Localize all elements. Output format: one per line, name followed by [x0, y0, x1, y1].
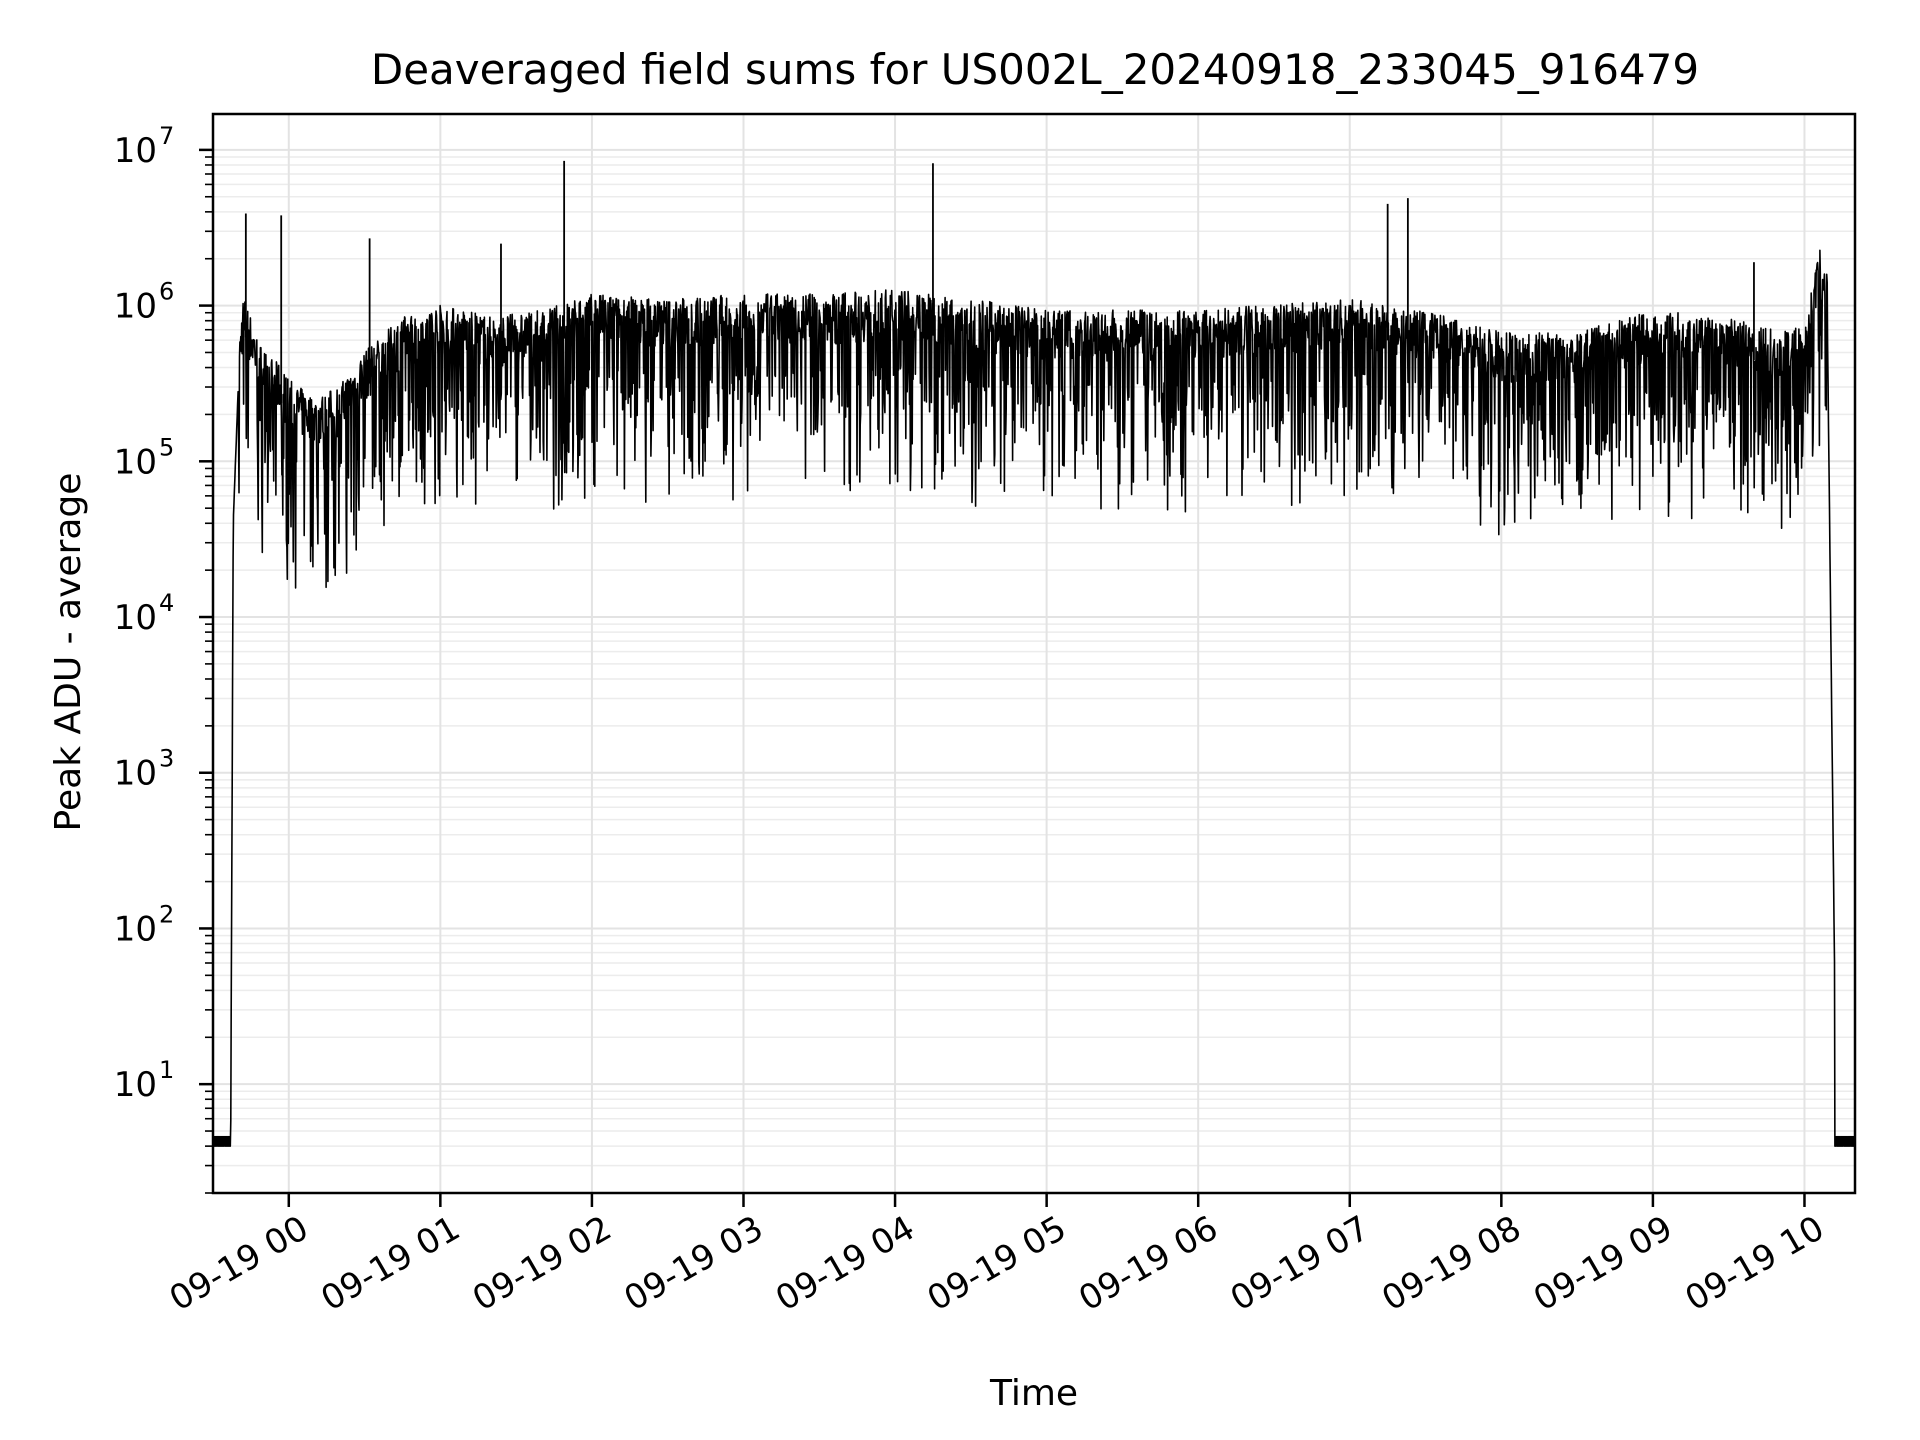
y-tick-exponent: 2: [159, 900, 174, 928]
x-tick-label: 09-19 09: [1527, 1208, 1679, 1319]
grid: [213, 114, 1855, 1194]
y-tick-base: 10: [114, 442, 157, 482]
y-tick-exponent: 5: [159, 433, 174, 461]
y-tick-label: 10: [114, 598, 157, 638]
x-tick-label: 09-19 04: [769, 1208, 921, 1319]
y-tick-base: 10: [114, 131, 157, 171]
y-tick-exponent: 7: [159, 122, 174, 150]
chart-title: Deaveraged field sums for US002L_2024091…: [371, 45, 1699, 94]
x-tick-label: 09-19 00: [163, 1208, 315, 1319]
y-tick-label: 10: [114, 287, 157, 327]
y-tick-label: 10: [114, 909, 157, 949]
y-tick-base: 10: [114, 754, 157, 794]
x-tick-label: 09-19 06: [1072, 1208, 1224, 1319]
x-tick-label: 09-19 03: [618, 1208, 770, 1319]
x-tick-label: 09-19 08: [1375, 1208, 1527, 1319]
y-tick-label: 10: [114, 754, 157, 794]
y-tick-base: 10: [114, 909, 157, 949]
x-tick-label: 09-19 05: [921, 1208, 1073, 1319]
y-tick-exponent: 4: [159, 589, 174, 617]
y-tick-label: 10: [114, 1065, 157, 1105]
series-line: [212, 249, 1856, 1147]
y-tick-base: 10: [114, 287, 157, 327]
y-tick-label: 10: [114, 442, 157, 482]
y-axis-label: Peak ADU - average: [48, 473, 89, 832]
x-tick-label: 09-19 07: [1224, 1208, 1376, 1319]
y-tick-exponent: 6: [159, 278, 174, 306]
x-tick-label: 09-19 10: [1679, 1208, 1831, 1319]
y-tick-base: 10: [114, 598, 157, 638]
x-tick-label: 09-19 01: [314, 1208, 466, 1319]
x-tick-label: 09-19 02: [466, 1208, 618, 1319]
plot-frame: [211, 112, 1857, 1195]
y-tick-base: 10: [114, 1065, 157, 1105]
series-layer: [212, 160, 1856, 1147]
x-axis-label: Time: [989, 1373, 1078, 1414]
y-tick-exponent: 3: [159, 745, 174, 773]
y-tick-label: 10: [114, 131, 157, 171]
y-tick-exponent: 1: [159, 1056, 174, 1084]
ticks: [199, 148, 1806, 1207]
x-tick-labels: 09-19 00 09-19 01 09-19 02 09-19 03 09-19 04…: [163, 1208, 1831, 1319]
